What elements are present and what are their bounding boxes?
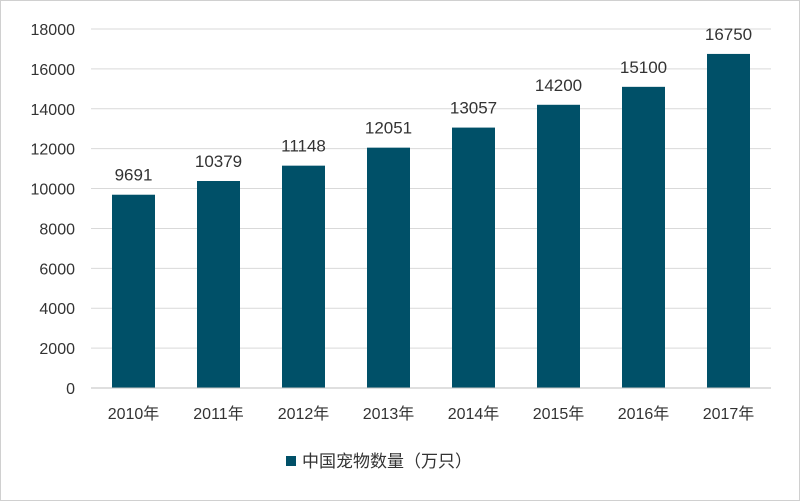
bar bbox=[367, 147, 410, 388]
y-tick-label: 18000 bbox=[31, 22, 76, 39]
y-tick-label: 10000 bbox=[31, 182, 76, 199]
data-label: 11148 bbox=[281, 137, 326, 156]
x-axis-tick-labels: 2010年 2011年 2012年 2013年 2014年 2015年 2016年 2017年 bbox=[108, 405, 755, 423]
legend-label: 中国宠物数量（万只） bbox=[302, 452, 472, 472]
y-axis-tick-labels: 0 2000 4000 6000 8000 10000 12000 14000 16000 180… bbox=[31, 22, 76, 398]
x-tick-label: 2014年 bbox=[448, 405, 500, 423]
y-tick-label: 2000 bbox=[39, 341, 75, 358]
bar bbox=[282, 165, 325, 388]
x-tick-label: 2012年 bbox=[278, 405, 330, 423]
data-label: 16750 bbox=[705, 25, 752, 44]
bar bbox=[537, 104, 580, 389]
data-label: 10379 bbox=[195, 152, 242, 171]
y-tick-label: 4000 bbox=[39, 301, 75, 318]
x-tick-label: 2016年 bbox=[618, 405, 670, 423]
bar-series bbox=[112, 53, 750, 389]
y-tick-label: 14000 bbox=[31, 102, 76, 119]
data-label: 13057 bbox=[450, 99, 497, 118]
x-tick-label: 2011年 bbox=[193, 405, 243, 423]
bar bbox=[197, 180, 240, 388]
x-tick-label: 2015年 bbox=[533, 405, 585, 423]
y-tick-label: 0 bbox=[66, 381, 75, 398]
y-tick-label: 6000 bbox=[39, 261, 75, 278]
legend-swatch bbox=[286, 456, 296, 466]
bar bbox=[112, 194, 155, 388]
x-tick-label: 2017年 bbox=[703, 405, 755, 423]
bar bbox=[622, 86, 665, 388]
data-label: 9691 bbox=[115, 166, 153, 185]
y-tick-label: 16000 bbox=[31, 62, 76, 79]
y-tick-label: 12000 bbox=[31, 142, 76, 159]
data-label: 14200 bbox=[535, 76, 582, 95]
legend: 中国宠物数量（万只） bbox=[286, 452, 472, 472]
bar bbox=[452, 127, 495, 388]
bar bbox=[707, 53, 750, 389]
data-labels: 9691 10379 11148 12051 13057 14200 15100 16750 bbox=[115, 25, 753, 185]
x-tick-label: 2010年 bbox=[108, 405, 160, 423]
data-label: 12051 bbox=[365, 119, 412, 138]
x-tick-label: 2013年 bbox=[363, 405, 415, 423]
gridlines bbox=[91, 28, 771, 349]
y-tick-label: 8000 bbox=[39, 221, 75, 238]
data-label: 15100 bbox=[620, 58, 667, 77]
